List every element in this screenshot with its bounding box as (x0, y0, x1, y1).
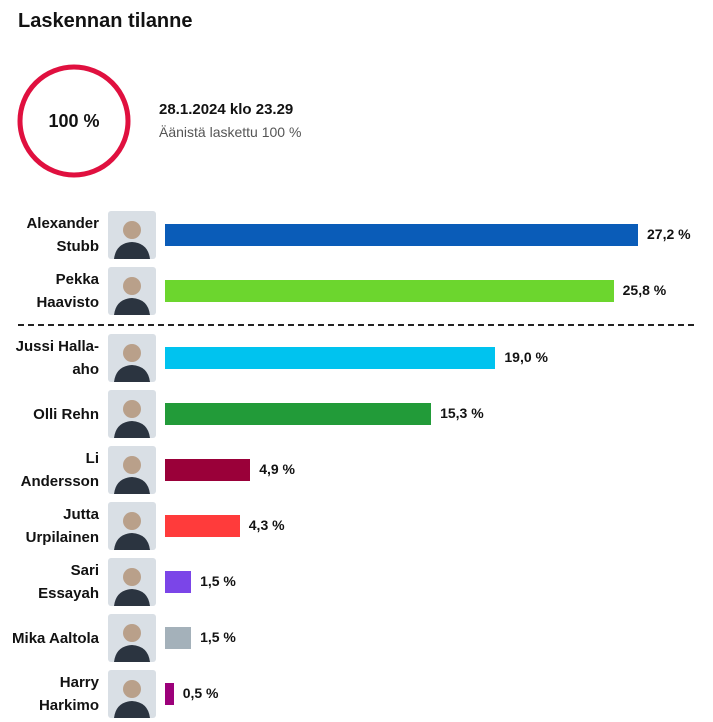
candidate-photo (108, 334, 156, 382)
candidate-name: Li Andersson (20, 450, 99, 490)
value-label: 4,3 % (248, 517, 285, 533)
bar (165, 403, 432, 425)
candidate-photo (108, 558, 156, 606)
ring-progress (17, 64, 131, 178)
silhouette (114, 624, 150, 662)
value-label: 1,5 % (200, 573, 236, 589)
candidate-photo (108, 390, 156, 438)
candidate-name: Olli Rehn (33, 405, 99, 423)
value-label: 0,5 % (182, 685, 219, 701)
bar (165, 347, 496, 369)
candidate-name: Mika Aaltola (12, 629, 99, 647)
candidate-photo (108, 502, 156, 550)
subtitle: Äänistä laskettu 100 % (159, 124, 302, 140)
title: Laskennan tilanne (18, 10, 193, 32)
candidate-name: Sari Essayah (38, 562, 99, 602)
bar (165, 224, 638, 246)
candidate-photo (108, 446, 156, 494)
silhouette (114, 456, 150, 494)
bar (165, 280, 614, 302)
value-label: 27,2 % (647, 226, 691, 242)
candidate-photo (108, 670, 156, 718)
candidate-name: Harry Harkimo (38, 674, 99, 714)
bar (165, 683, 174, 705)
candidate-photo (108, 211, 156, 259)
silhouette (114, 344, 150, 382)
candidate-name: Pekka Haavisto (36, 271, 99, 311)
candidate-name: Alexander Stubb (26, 215, 99, 255)
silhouette (114, 400, 150, 438)
silhouette (114, 221, 150, 259)
timestamp: 28.1.2024 klo 23.29 (159, 101, 294, 118)
progress-ring: 100 % (17, 64, 131, 178)
candidate-photo (108, 267, 156, 315)
candidate-name: Jutta Urpilainen (25, 506, 99, 546)
silhouette (114, 680, 150, 718)
progress-label: 100 % (48, 111, 99, 131)
bar (165, 627, 192, 649)
value-label: 25,8 % (622, 282, 667, 298)
bar (165, 459, 251, 481)
candidate-name: Jussi Halla-aho (15, 338, 99, 378)
value-label: 4,9 % (259, 461, 296, 477)
value-label: 15,3 % (440, 405, 484, 421)
value-label: 19,0 % (504, 349, 548, 365)
silhouette (114, 512, 150, 550)
bar (165, 571, 192, 593)
silhouette (114, 277, 150, 315)
candidate-photo (108, 614, 156, 662)
bar (165, 515, 240, 537)
value-label: 1,5 % (200, 629, 236, 645)
cutoff-line (18, 324, 694, 326)
silhouette (114, 568, 150, 606)
